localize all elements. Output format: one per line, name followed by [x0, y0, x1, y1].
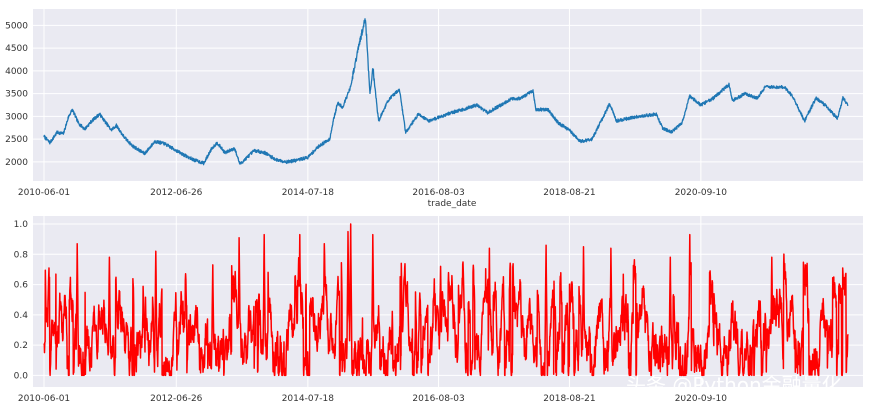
y-tick-label: 2000 [5, 158, 28, 168]
x-tick-label: 2016-08-03 [412, 394, 464, 404]
y-tick-label: 0.6 [14, 281, 29, 291]
y-tick-label: 0.0 [14, 371, 29, 381]
y-tick-label: 0.8 [14, 250, 29, 260]
top-x-gridlines [43, 9, 702, 181]
y-tick-label: 4500 [5, 44, 28, 54]
top-series-line [43, 18, 849, 166]
chart-bottom: 0.00.20.40.60.81.0 2010-06-01 2012-06-26 2… [14, 216, 863, 404]
x-tick-label: 2020-09-10 [675, 188, 728, 198]
top-y-gridlines [33, 24, 863, 163]
y-tick-label: 4000 [5, 67, 28, 77]
y-tick-label: 2500 [5, 135, 28, 145]
y-tick-label: 3000 [5, 112, 28, 122]
x-tick-label: 2020-09-10 [675, 394, 728, 404]
x-tick-label: 2016-08-03 [412, 188, 464, 198]
y-tick-label: 0.2 [14, 341, 28, 351]
x-tick-label: 2014-07-18 [282, 188, 335, 198]
x-tick-label: 2012-06-26 [150, 394, 203, 404]
top-y-tick-labels: 2000 2500 3000 3500 4000 4500 5000 [5, 21, 28, 168]
x-tick-label: 2018-08-21 [543, 188, 595, 198]
y-tick-label: 0.4 [14, 311, 29, 321]
x-tick-label: 2018-08-21 [543, 394, 595, 404]
chart-top-plot-area [33, 9, 863, 181]
bottom-y-tick-labels: 0.0 0.2 0.4 0.6 0.8 1.0 [14, 220, 29, 381]
x-tick-label: 2010-06-01 [18, 394, 70, 404]
bottom-series-line [43, 223, 849, 377]
x-tick-label: 2010-06-01 [18, 188, 70, 198]
bottom-x-tick-labels: 2010-06-01 2012-06-26 2014-07-18 2016-08-03… [18, 394, 727, 404]
watermark-text: 头条 @Python金融量化 [626, 373, 842, 397]
y-tick-label: 1.0 [14, 220, 29, 230]
y-tick-label: 5000 [5, 21, 28, 31]
top-x-axis-label: trade_date [428, 199, 477, 209]
y-tick-label: 3500 [5, 90, 28, 100]
x-tick-label: 2012-06-26 [150, 188, 203, 198]
x-tick-label: 2014-07-18 [282, 394, 335, 404]
top-x-tick-labels: 2010-06-01 2012-06-26 2014-07-18 2016-08-03… [18, 188, 727, 198]
